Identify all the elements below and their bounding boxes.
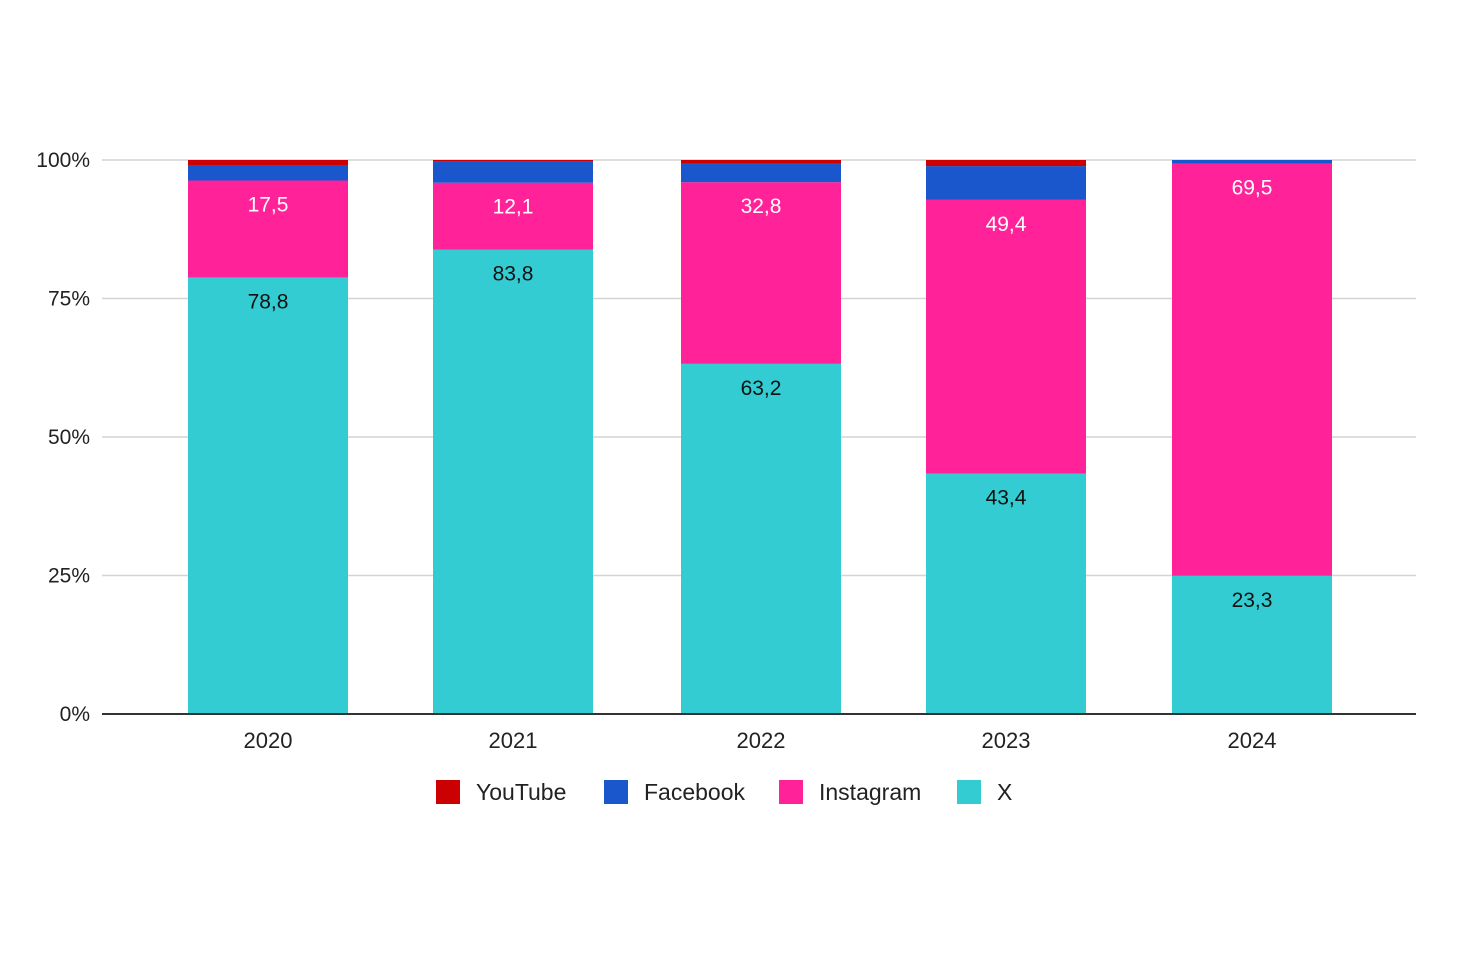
y-tick-label: 100% bbox=[36, 149, 90, 172]
legend-label-youtube: YouTube bbox=[476, 779, 566, 805]
legend-label-facebook: Facebook bbox=[644, 779, 746, 805]
bar-facebook-2020[interactable] bbox=[188, 164, 348, 181]
bar-instagram-2023[interactable] bbox=[926, 199, 1086, 474]
legend-item-instagram[interactable]: Instagram bbox=[779, 779, 921, 805]
data-label-instagram-2020: 17,5 bbox=[248, 193, 289, 216]
legend-label-instagram: Instagram bbox=[819, 779, 921, 805]
data-label-x-2023: 43,4 bbox=[986, 487, 1027, 510]
bar-youtube-2021[interactable] bbox=[433, 160, 593, 162]
x-tick-label: 2023 bbox=[982, 728, 1031, 753]
x-tick-label: 2020 bbox=[244, 728, 293, 753]
bar-x-2020[interactable] bbox=[188, 277, 348, 714]
bar-x-2022[interactable] bbox=[681, 363, 841, 714]
bar-x-2023[interactable] bbox=[926, 473, 1086, 714]
data-label-instagram-2021: 12,1 bbox=[493, 196, 534, 219]
data-label-x-2024: 23,3 bbox=[1232, 589, 1273, 612]
legend-swatch-facebook bbox=[604, 780, 628, 804]
data-label-instagram-2024: 69,5 bbox=[1232, 177, 1273, 200]
legend-item-facebook[interactable]: Facebook bbox=[604, 779, 746, 805]
bar-youtube-2020[interactable] bbox=[188, 160, 348, 165]
x-tick-label: 2024 bbox=[1228, 728, 1277, 753]
x-tick-label: 2022 bbox=[737, 728, 786, 753]
x-tick-label: 2021 bbox=[489, 728, 538, 753]
data-label-instagram-2023: 49,4 bbox=[986, 213, 1027, 236]
bar-facebook-2021[interactable] bbox=[433, 161, 593, 183]
data-labels: 78,8 17,5 83,8 12,1 63,2 32,8 43,4 49,4 23,3 69,5 bbox=[248, 177, 1273, 612]
bar-instagram-2020[interactable] bbox=[188, 180, 348, 278]
bar-x-2024[interactable] bbox=[1172, 575, 1332, 714]
bar-facebook-2024[interactable] bbox=[1172, 160, 1332, 164]
legend-item-youtube[interactable]: YouTube bbox=[436, 779, 566, 805]
bar-instagram-2022[interactable] bbox=[681, 182, 841, 364]
bar-facebook-2022[interactable] bbox=[681, 163, 841, 183]
legend-swatch-youtube bbox=[436, 780, 460, 804]
legend: YouTube Facebook Instagram X bbox=[436, 779, 1012, 805]
bar-youtube-2022[interactable] bbox=[681, 160, 841, 164]
bar-instagram-2021[interactable] bbox=[433, 182, 593, 250]
data-label-x-2021: 83,8 bbox=[493, 263, 534, 286]
y-tick-label: 75% bbox=[48, 288, 90, 311]
y-tick-label: 0% bbox=[60, 703, 90, 726]
bar-x-2021[interactable] bbox=[433, 249, 593, 715]
data-label-x-2020: 78,8 bbox=[248, 290, 289, 313]
y-tick-label: 50% bbox=[48, 426, 90, 449]
y-tick-label: 25% bbox=[48, 565, 90, 588]
bar-youtube-2023[interactable] bbox=[926, 160, 1086, 167]
bar-instagram-2024[interactable] bbox=[1172, 163, 1332, 576]
legend-label-x: X bbox=[997, 779, 1012, 805]
axes: 0% 25% 50% 75% 100% 2020 2021 2022 2023 2024 bbox=[36, 149, 1416, 753]
data-label-x-2022: 63,2 bbox=[741, 377, 782, 400]
legend-swatch-x bbox=[957, 780, 981, 804]
bar-facebook-2023[interactable] bbox=[926, 166, 1086, 200]
bars bbox=[188, 160, 1332, 715]
data-label-instagram-2022: 32,8 bbox=[741, 195, 782, 218]
legend-item-x[interactable]: X bbox=[957, 779, 1012, 805]
legend-swatch-instagram bbox=[779, 780, 803, 804]
